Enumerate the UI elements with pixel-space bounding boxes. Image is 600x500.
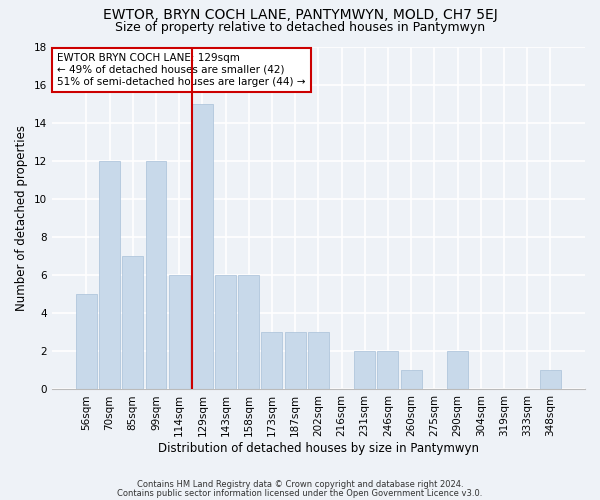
Bar: [401, 370, 422, 390]
Y-axis label: Number of detached properties: Number of detached properties: [15, 125, 28, 311]
Text: Contains HM Land Registry data © Crown copyright and database right 2024.: Contains HM Land Registry data © Crown c…: [137, 480, 463, 489]
Bar: [262, 332, 283, 390]
Bar: [447, 352, 468, 390]
Bar: [377, 352, 398, 390]
Text: Size of property relative to detached houses in Pantymwyn: Size of property relative to detached ho…: [115, 21, 485, 34]
Bar: [308, 332, 329, 390]
Text: EWTOR, BRYN COCH LANE, PANTYMWYN, MOLD, CH7 5EJ: EWTOR, BRYN COCH LANE, PANTYMWYN, MOLD, …: [103, 8, 497, 22]
Bar: [99, 161, 120, 390]
Bar: [122, 256, 143, 390]
Text: EWTOR BRYN COCH LANE: 129sqm
← 49% of detached houses are smaller (42)
51% of se: EWTOR BRYN COCH LANE: 129sqm ← 49% of de…: [57, 54, 305, 86]
Bar: [76, 294, 97, 390]
Bar: [215, 275, 236, 390]
Bar: [169, 275, 190, 390]
Bar: [540, 370, 561, 390]
Bar: [238, 275, 259, 390]
Bar: [284, 332, 305, 390]
Bar: [192, 104, 213, 390]
Bar: [354, 352, 375, 390]
X-axis label: Distribution of detached houses by size in Pantymwyn: Distribution of detached houses by size …: [158, 442, 479, 455]
Text: Contains public sector information licensed under the Open Government Licence v3: Contains public sector information licen…: [118, 488, 482, 498]
Bar: [146, 161, 166, 390]
